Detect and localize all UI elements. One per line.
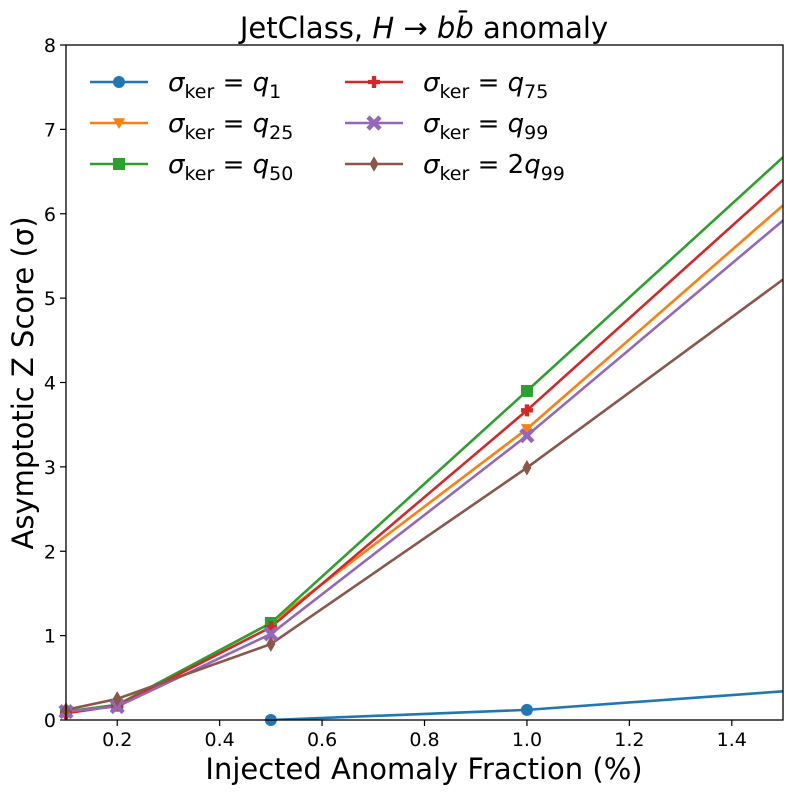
y-tick-label: 0 (44, 710, 56, 732)
legend-label: σker = q50 (168, 150, 293, 185)
data-point-1 (520, 424, 533, 435)
data-point-5 (266, 636, 276, 652)
y-tick-label: 6 (44, 204, 56, 226)
x-tick-label: 0.2 (102, 729, 132, 751)
legend-entry: σker = q75 (345, 68, 548, 103)
data-point-5 (112, 691, 122, 707)
y-tick-label: 5 (44, 288, 56, 310)
legend-swatch-marker (113, 118, 125, 129)
data-point-3 (264, 621, 277, 634)
legend-label: σker = 2q99 (423, 150, 565, 185)
legend-label: σker = q25 (168, 109, 293, 144)
legend: σker = q1 σker = q25 σker = q50 σker = q75 σ… (90, 68, 565, 185)
y-tick-label: 2 (44, 541, 56, 563)
x-tick-label: 1.0 (512, 729, 542, 751)
x-tick-label: 0.4 (205, 729, 235, 751)
x-tick-label: 1.4 (717, 729, 747, 751)
series-markers (58, 384, 535, 726)
legend-entry: σker = q50 (90, 150, 293, 185)
data-point-4 (519, 428, 535, 444)
x-axis-title: Injected Anomaly Fraction (%) (205, 752, 642, 786)
legend-entry: σker = q25 (90, 109, 293, 144)
series-lines (66, 156, 783, 720)
legend-swatch-marker (366, 115, 382, 131)
x-tick-label: 0.8 (409, 729, 439, 751)
chart-title: JetClass, H → bb̄ anomaly (238, 11, 608, 45)
y-tick-label: 1 (44, 626, 56, 648)
series-line-2 (66, 156, 783, 713)
series-line-5 (66, 278, 783, 712)
legend-label: σker = q75 (423, 68, 548, 103)
y-axis: 0 1 2 3 4 5 6 7 8 (44, 35, 66, 732)
legend-label: σker = q99 (423, 109, 548, 144)
y-tick-label: 8 (44, 35, 56, 57)
data-point-2 (520, 384, 533, 397)
data-point-3 (520, 404, 533, 417)
legend-entry: σker = q1 (90, 68, 281, 103)
y-tick-label: 7 (44, 119, 56, 141)
plot-frame (65, 44, 784, 721)
legend-swatch-marker (113, 76, 125, 88)
data-point-0 (520, 703, 533, 716)
series-line-4 (66, 219, 783, 713)
x-axis: 0.2 0.4 0.6 0.8 1.0 1.2 1.4 (102, 720, 747, 751)
series-line-1 (66, 204, 783, 715)
data-point-5 (522, 459, 532, 476)
data-point-4 (263, 626, 279, 642)
legend-entry: σker = q99 (345, 109, 548, 144)
y-axis-title: Asymptotic Z Score (σ) (6, 216, 40, 549)
legend-swatch-marker (368, 76, 380, 88)
series-line-3 (66, 179, 783, 715)
y-tick-label: 4 (44, 373, 56, 395)
plot-area (58, 156, 783, 726)
legend-label: σker = q1 (168, 68, 281, 103)
legend-entry: σker = 2q99 (345, 150, 565, 185)
x-tick-label: 1.2 (614, 729, 644, 751)
y-tick-label: 3 (44, 457, 56, 479)
x-tick-label: 0.6 (307, 729, 337, 751)
legend-swatch-marker (113, 158, 125, 170)
legend-swatch-marker (369, 156, 379, 172)
